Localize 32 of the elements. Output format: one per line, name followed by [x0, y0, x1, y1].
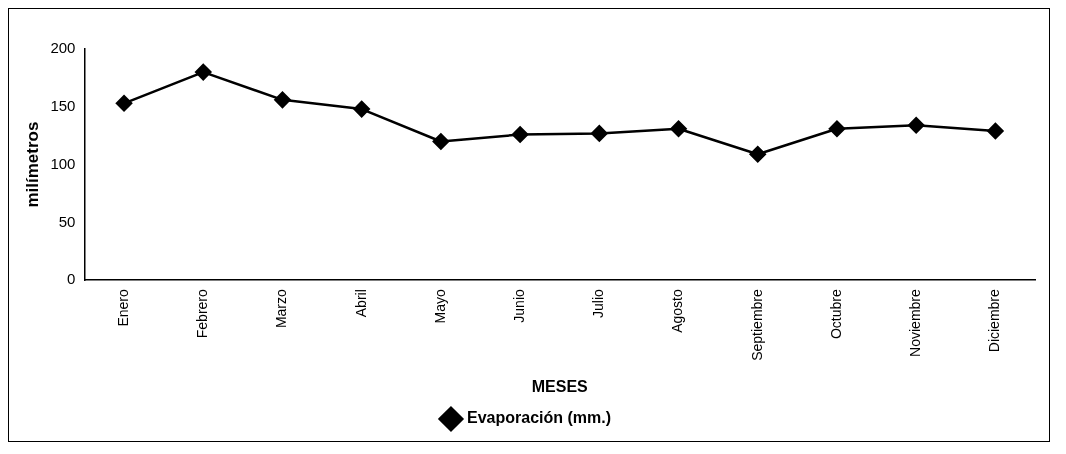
x-tick-label: Febrero	[194, 289, 211, 339]
point	[195, 63, 212, 81]
x-tick-label: Octubre	[827, 289, 844, 340]
y-axis-title: milímetros	[22, 121, 42, 208]
y-tick-label: 150	[50, 96, 76, 114]
point	[432, 133, 450, 150]
x-tick-label: Noviembre	[907, 289, 924, 357]
x-tick-label: Mayo	[431, 288, 448, 324]
point	[907, 117, 925, 134]
point	[670, 120, 687, 138]
x-tick-label: Agosto	[669, 289, 686, 333]
point	[274, 91, 291, 109]
x-tick-label: Diciembre	[986, 289, 1003, 353]
x-tick-label: Enero	[114, 288, 131, 327]
point	[511, 126, 529, 143]
point	[591, 125, 608, 142]
y-tick-label: 0	[67, 270, 76, 288]
x-tick-label: Septiembre	[748, 288, 765, 361]
point	[987, 122, 1004, 140]
point	[749, 145, 766, 163]
point	[353, 100, 370, 118]
x-tick-label: Junio	[510, 288, 527, 323]
x-axis-title: MESES	[531, 377, 589, 395]
legend-label: Evaporación (mm.)	[466, 409, 612, 427]
x-tick-label: Abril	[352, 289, 369, 318]
point	[115, 95, 133, 112]
point	[828, 120, 846, 138]
y-tick-label: 200	[50, 39, 76, 57]
x-tick-label: Marzo	[273, 289, 290, 329]
x-tick-label: Julio	[590, 289, 607, 318]
y-tick-label: 100	[50, 154, 76, 172]
y-tick-label: 50	[58, 212, 76, 230]
